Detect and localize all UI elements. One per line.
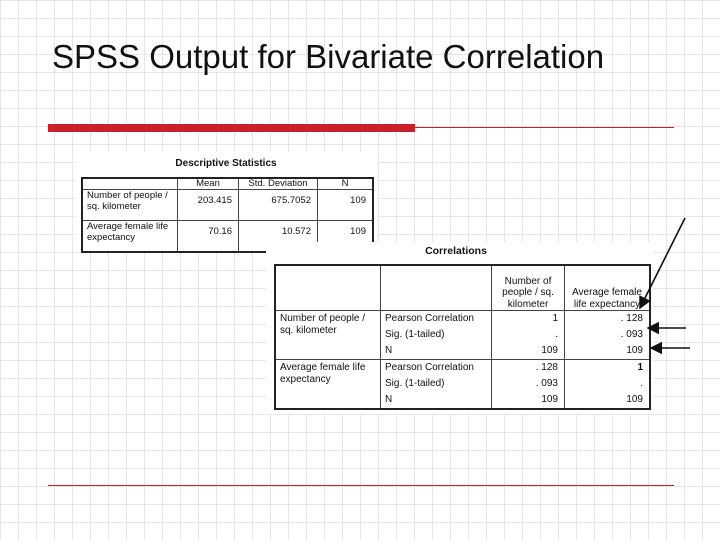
correlations-table: Number of people / sq. kilometer Average… <box>274 264 651 410</box>
row-label: Number of people / sq. kilometer <box>274 310 381 360</box>
header-cell-blank <box>380 265 492 311</box>
table-header-row: Mean Std. Deviation N <box>81 177 374 190</box>
value-sig: . 093 <box>620 329 643 340</box>
value-cell: 1 . 109 <box>491 310 565 360</box>
value-cell: 1 . 109 <box>564 359 651 409</box>
title-underline-thick <box>48 124 415 132</box>
value-pearson: . 128 <box>535 362 558 373</box>
descriptive-statistics-caption: Descriptive Statistics <box>175 158 277 169</box>
stat-label-pearson: Pearson Correlation <box>385 313 474 324</box>
row-label-text: Number of people / sq. kilometer <box>280 313 366 336</box>
slide-title: SPSS Output for Bivariate Correlation <box>52 38 605 75</box>
value-n: 109 <box>626 345 643 356</box>
n-value: 109 <box>317 189 374 221</box>
value-sig: . 093 <box>535 378 558 389</box>
header-cell-life-expectancy: Average female life expectancy <box>564 265 651 311</box>
stat-label-n: N <box>385 345 393 356</box>
value-n: 109 <box>541 394 558 405</box>
value-pearson: 1 <box>552 313 558 324</box>
value-sig: . <box>640 378 643 389</box>
value-cell: . 128 . 093 109 <box>491 359 565 409</box>
row-label: Average female life expectancy <box>274 359 381 409</box>
title-underline-thin <box>415 127 674 128</box>
header-cell-blank <box>81 177 178 190</box>
value-pearson: . 128 <box>620 313 643 324</box>
sd-value: 675.7052 <box>238 189 318 221</box>
header-cell-blank <box>274 265 381 311</box>
value-sig: . <box>555 329 558 340</box>
row-label-text: Average female life expectancy <box>280 362 366 385</box>
row-label: Average female life expectancy <box>81 220 178 253</box>
mean-value: 203.415 <box>177 189 239 221</box>
stat-label-n: N <box>385 394 393 405</box>
table-header-row: Number of people / sq. kilometer Average… <box>274 265 651 311</box>
header-cell-population-density: Number of people / sq. kilometer <box>491 265 565 311</box>
value-n: 109 <box>626 394 643 405</box>
table-row: Number of people / sq. kilometer 203.415… <box>81 189 374 221</box>
value-cell: . 128 . 093 109 <box>564 310 651 360</box>
stat-labels: Pearson Correlation Sig. (1-tailed) N <box>380 359 492 409</box>
table-row: Number of people / sq. kilometer Pearson… <box>274 310 651 360</box>
value-n: 109 <box>541 345 558 356</box>
stat-label-sig: Sig. (1-tailed) <box>385 378 445 389</box>
table-row: Average female life expectancy Pearson C… <box>274 359 651 409</box>
mean-value: 70.16 <box>177 220 239 253</box>
descriptive-statistics-table: Mean Std. Deviation N Number of people /… <box>81 177 374 253</box>
stat-label-sig: Sig. (1-tailed) <box>385 329 445 340</box>
descriptive-statistics-panel: Descriptive Statistics Mean Std. Deviati… <box>76 152 378 253</box>
correlations-caption: Correlations <box>425 245 487 257</box>
row-label: Number of people / sq. kilometer <box>81 189 178 221</box>
stat-label-pearson: Pearson Correlation <box>385 362 474 373</box>
header-cell-n: N <box>317 177 374 190</box>
correlations-panel: Correlations Number of people / sq. kilo… <box>266 242 653 414</box>
stat-labels: Pearson Correlation Sig. (1-tailed) N <box>380 310 492 360</box>
title-underline <box>48 124 674 132</box>
header-cell-std-deviation: Std. Deviation <box>238 177 318 190</box>
footer-rule <box>48 485 674 486</box>
header-cell-mean: Mean <box>177 177 239 190</box>
value-pearson: 1 <box>637 362 643 373</box>
